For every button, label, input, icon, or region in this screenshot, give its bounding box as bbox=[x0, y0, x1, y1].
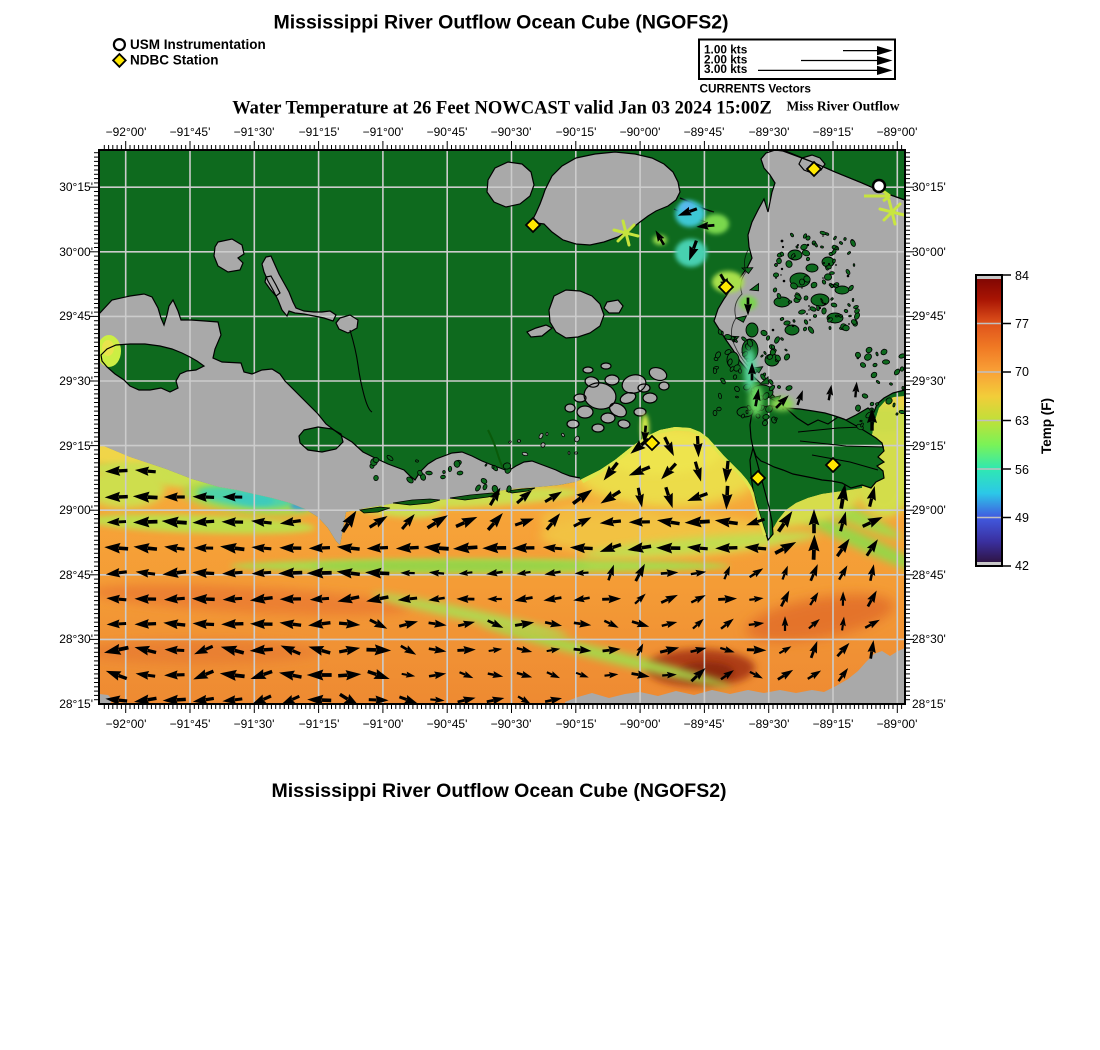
svg-text:28°30': 28°30' bbox=[912, 632, 946, 646]
svg-text:CURRENTS Vectors: CURRENTS Vectors bbox=[700, 81, 812, 95]
svg-text:−91°15': −91°15' bbox=[299, 125, 340, 139]
svg-text:29°00': 29°00' bbox=[912, 503, 946, 517]
svg-text:63: 63 bbox=[1015, 414, 1029, 428]
svg-text:2.00 kts: 2.00 kts bbox=[704, 52, 748, 66]
svg-text:29°15': 29°15' bbox=[912, 439, 946, 453]
svg-text:USM Instrumentation: USM Instrumentation bbox=[130, 37, 266, 52]
svg-text:29°30': 29°30' bbox=[912, 374, 946, 388]
svg-text:3.00 kts: 3.00 kts bbox=[704, 62, 748, 76]
svg-text:−91°30': −91°30' bbox=[234, 125, 275, 139]
svg-text:−89°30': −89°30' bbox=[749, 125, 790, 139]
svg-text:30°00': 30°00' bbox=[59, 245, 93, 259]
svg-text:−91°45': −91°45' bbox=[170, 125, 211, 139]
svg-text:28°45': 28°45' bbox=[59, 568, 93, 582]
svg-text:Mississippi River Outflow Ocea: Mississippi River Outflow Ocean Cube (NG… bbox=[271, 780, 726, 802]
svg-text:49: 49 bbox=[1015, 511, 1029, 525]
svg-text:−91°00': −91°00' bbox=[363, 125, 404, 139]
svg-text:29°30': 29°30' bbox=[59, 374, 93, 388]
svg-text:−92°00': −92°00' bbox=[106, 717, 147, 731]
svg-text:−89°45': −89°45' bbox=[684, 125, 725, 139]
svg-text:−89°00': −89°00' bbox=[877, 125, 918, 139]
svg-text:Mississippi River Outflow Ocea: Mississippi River Outflow Ocean Cube (NG… bbox=[273, 12, 728, 34]
svg-text:−91°45': −91°45' bbox=[170, 717, 211, 731]
svg-text:Water Temperature at 26 Feet N: Water Temperature at 26 Feet NOWCAST val… bbox=[232, 99, 772, 119]
svg-text:28°15': 28°15' bbox=[912, 697, 946, 711]
svg-text:−90°30': −90°30' bbox=[491, 717, 532, 731]
svg-text:NDBC Station: NDBC Station bbox=[130, 53, 219, 68]
svg-text:30°00': 30°00' bbox=[912, 245, 946, 259]
svg-text:−90°30': −90°30' bbox=[491, 125, 532, 139]
svg-text:29°00': 29°00' bbox=[59, 503, 93, 517]
svg-text:−89°45': −89°45' bbox=[684, 717, 725, 731]
svg-text:28°30': 28°30' bbox=[59, 632, 93, 646]
svg-text:28°15': 28°15' bbox=[59, 697, 93, 711]
svg-text:−91°30': −91°30' bbox=[234, 717, 275, 731]
svg-text:70: 70 bbox=[1015, 365, 1029, 379]
svg-text:−89°30': −89°30' bbox=[749, 717, 790, 731]
svg-text:56: 56 bbox=[1015, 463, 1029, 477]
svg-text:−90°15': −90°15' bbox=[556, 717, 597, 731]
svg-text:−90°00': −90°00' bbox=[620, 125, 661, 139]
svg-text:−90°45': −90°45' bbox=[427, 125, 468, 139]
svg-text:29°45': 29°45' bbox=[912, 309, 946, 323]
svg-text:Temp (F): Temp (F) bbox=[1039, 398, 1054, 454]
svg-text:77: 77 bbox=[1015, 317, 1029, 331]
svg-text:1.00 kts: 1.00 kts bbox=[704, 42, 748, 56]
svg-text:Miss River Outflow: Miss River Outflow bbox=[787, 99, 900, 114]
svg-text:28°45': 28°45' bbox=[912, 568, 946, 582]
svg-text:−91°00': −91°00' bbox=[363, 717, 404, 731]
svg-text:−90°45': −90°45' bbox=[427, 717, 468, 731]
svg-text:42: 42 bbox=[1015, 559, 1029, 573]
svg-text:−90°15': −90°15' bbox=[556, 125, 597, 139]
svg-text:−89°15': −89°15' bbox=[813, 717, 854, 731]
svg-text:−91°15': −91°15' bbox=[299, 717, 340, 731]
svg-text:−92°00': −92°00' bbox=[106, 125, 147, 139]
svg-text:29°15': 29°15' bbox=[59, 439, 93, 453]
svg-text:29°45': 29°45' bbox=[59, 309, 93, 323]
svg-text:−89°15': −89°15' bbox=[813, 125, 854, 139]
svg-text:−90°00': −90°00' bbox=[620, 717, 661, 731]
svg-text:30°15': 30°15' bbox=[59, 180, 93, 194]
svg-text:30°15': 30°15' bbox=[912, 180, 946, 194]
svg-text:84: 84 bbox=[1015, 269, 1029, 283]
svg-text:−89°00': −89°00' bbox=[877, 717, 918, 731]
